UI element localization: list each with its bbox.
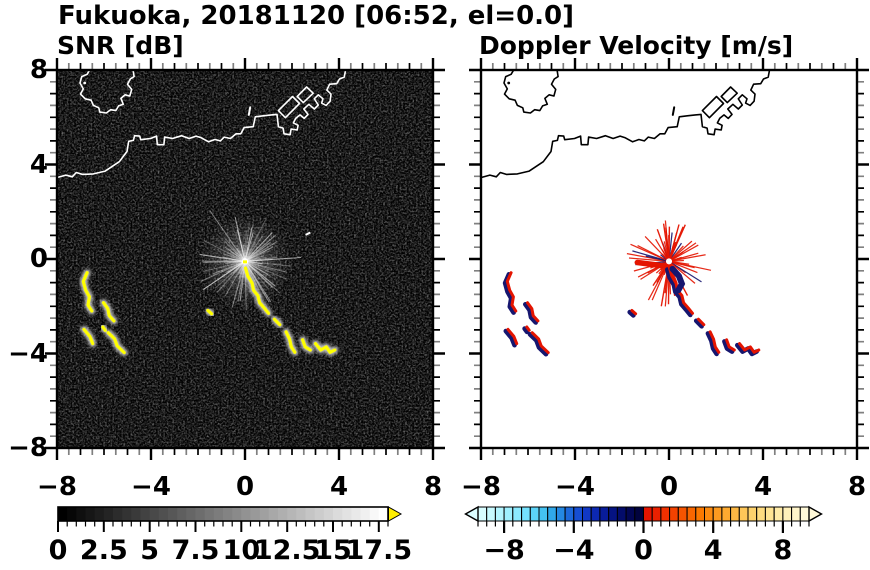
doppler-colorbar-tick-label: 8 bbox=[773, 535, 793, 566]
x-tick-label-snr: 4 bbox=[329, 472, 349, 502]
harbor-pier-1 bbox=[701, 95, 725, 119]
snr-colorbar-tick-label: 17.5 bbox=[345, 535, 413, 566]
snr-colorbar-tick-label: 15 bbox=[314, 535, 352, 566]
small-white-dash bbox=[305, 231, 311, 236]
x-tick-label-snr: −8 bbox=[37, 472, 77, 502]
coastline-doppler bbox=[481, 70, 771, 179]
snr-colorbar-tick-label: 5 bbox=[140, 535, 160, 566]
y-tick-label: −8 bbox=[8, 433, 48, 463]
snr-colorbar-tick-label: 0 bbox=[48, 535, 68, 566]
doppler-origin-gap bbox=[666, 258, 672, 265]
x-tick-label-doppler: 4 bbox=[753, 472, 773, 502]
panel-border-doppler bbox=[479, 68, 859, 450]
snr-colorbar-ticks bbox=[57, 521, 389, 532]
doppler-colorbar-tick-label: 0 bbox=[634, 535, 653, 566]
x-tick-label-snr: 0 bbox=[235, 472, 255, 502]
snr-echo-layer bbox=[79, 210, 339, 357]
y-tick-label: 0 bbox=[29, 244, 48, 274]
harbor-pier-1 bbox=[277, 95, 301, 119]
harbor-pier-2 bbox=[296, 86, 314, 104]
navy-cluster-near-origin bbox=[669, 265, 686, 294]
snr-colorbar-tick-label: 2.5 bbox=[79, 535, 128, 566]
panel-border-snr bbox=[55, 68, 435, 450]
snr-colorbar bbox=[57, 506, 403, 532]
axis-ticks-snr bbox=[45, 58, 445, 460]
doppler-colorbar bbox=[464, 505, 823, 533]
echo-yellow-streaks bbox=[81, 266, 337, 355]
snr-panel-title: SNR [dB] bbox=[57, 31, 184, 60]
x-tick-label-doppler: 0 bbox=[659, 472, 679, 502]
clutter-starburst-rays bbox=[199, 210, 301, 311]
snr-over-arrow bbox=[388, 506, 403, 522]
island-outline bbox=[79, 70, 135, 114]
x-tick-label-doppler: 8 bbox=[847, 472, 867, 502]
x-tick-label-snr: 8 bbox=[423, 472, 443, 502]
x-tick-label-doppler: −4 bbox=[555, 472, 595, 502]
doppler-colorbar-ticks bbox=[477, 521, 810, 533]
islet-dot bbox=[507, 81, 511, 85]
mainland-coast bbox=[481, 70, 771, 179]
red-left-ray bbox=[634, 259, 665, 269]
harbor-pier-2 bbox=[720, 86, 738, 104]
figure-title: Fukuoka, 20181120 [06:52, el=0.0] bbox=[58, 1, 575, 31]
doppler-echo-layer bbox=[502, 220, 761, 357]
coastline-snr bbox=[57, 70, 347, 179]
clutter-core-yellow bbox=[243, 260, 247, 264]
islet-dash bbox=[247, 106, 252, 116]
echo-red-streaks bbox=[505, 266, 761, 355]
y-tick-label: 8 bbox=[29, 55, 48, 85]
y-tick-label: −4 bbox=[8, 338, 48, 369]
doppler-colorbar-tick-label: −8 bbox=[483, 535, 525, 566]
doppler-colorbar-tick-label: −4 bbox=[553, 535, 595, 566]
snr-colorbar-tick-label: 12.5 bbox=[253, 535, 321, 566]
mainland-coast bbox=[57, 70, 347, 179]
doppler-under-arrow bbox=[464, 505, 479, 523]
x-tick-label-snr: −4 bbox=[131, 472, 171, 502]
island-outline bbox=[503, 70, 559, 114]
axis-ticks-doppler bbox=[469, 58, 869, 460]
doppler-colorbar-tick-label: 4 bbox=[703, 535, 723, 566]
y-tick-label: 4 bbox=[29, 149, 48, 180]
doppler-over-arrow bbox=[808, 505, 823, 523]
doppler-panel-title: Doppler Velocity [m/s] bbox=[479, 31, 794, 60]
islet-dash bbox=[671, 106, 676, 116]
x-tick-label-doppler: −8 bbox=[461, 472, 501, 502]
islet-dot bbox=[83, 81, 87, 85]
snr-colorbar-tick-label: 7.5 bbox=[171, 535, 220, 566]
snr-colorbar-tick-label: 10 bbox=[222, 535, 261, 566]
